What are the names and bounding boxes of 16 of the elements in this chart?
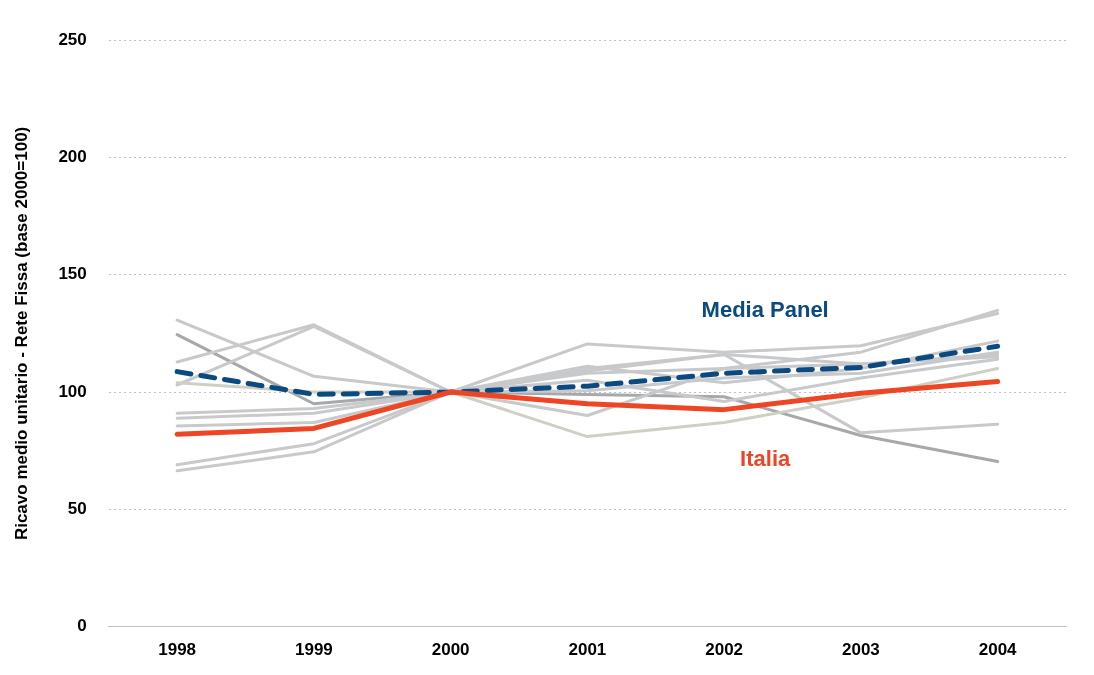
y-axis-title: Ricavo medio unitario - Rete Fissa (base 2000=100) <box>11 126 31 541</box>
x-tick-label: 1999 <box>294 640 333 660</box>
series-label: Italia <box>740 445 791 471</box>
y-tick-label: 250 <box>58 29 87 49</box>
y-tick-label: 100 <box>58 381 87 401</box>
y-tick-label: 200 <box>58 147 87 167</box>
x-tick-label: 2003 <box>841 640 880 660</box>
y-tick-label: 150 <box>58 264 87 284</box>
y-tick-label: 0 <box>77 616 87 636</box>
x-tick-label: 2004 <box>978 640 1018 660</box>
x-tick-label: 1998 <box>158 640 197 660</box>
x-tick-label: 2001 <box>568 640 607 660</box>
x-tick-label: 2000 <box>431 640 470 660</box>
x-tick-label: 2002 <box>705 640 744 660</box>
text: Media Panel <box>701 297 829 323</box>
y-tick-label: 50 <box>67 499 87 519</box>
